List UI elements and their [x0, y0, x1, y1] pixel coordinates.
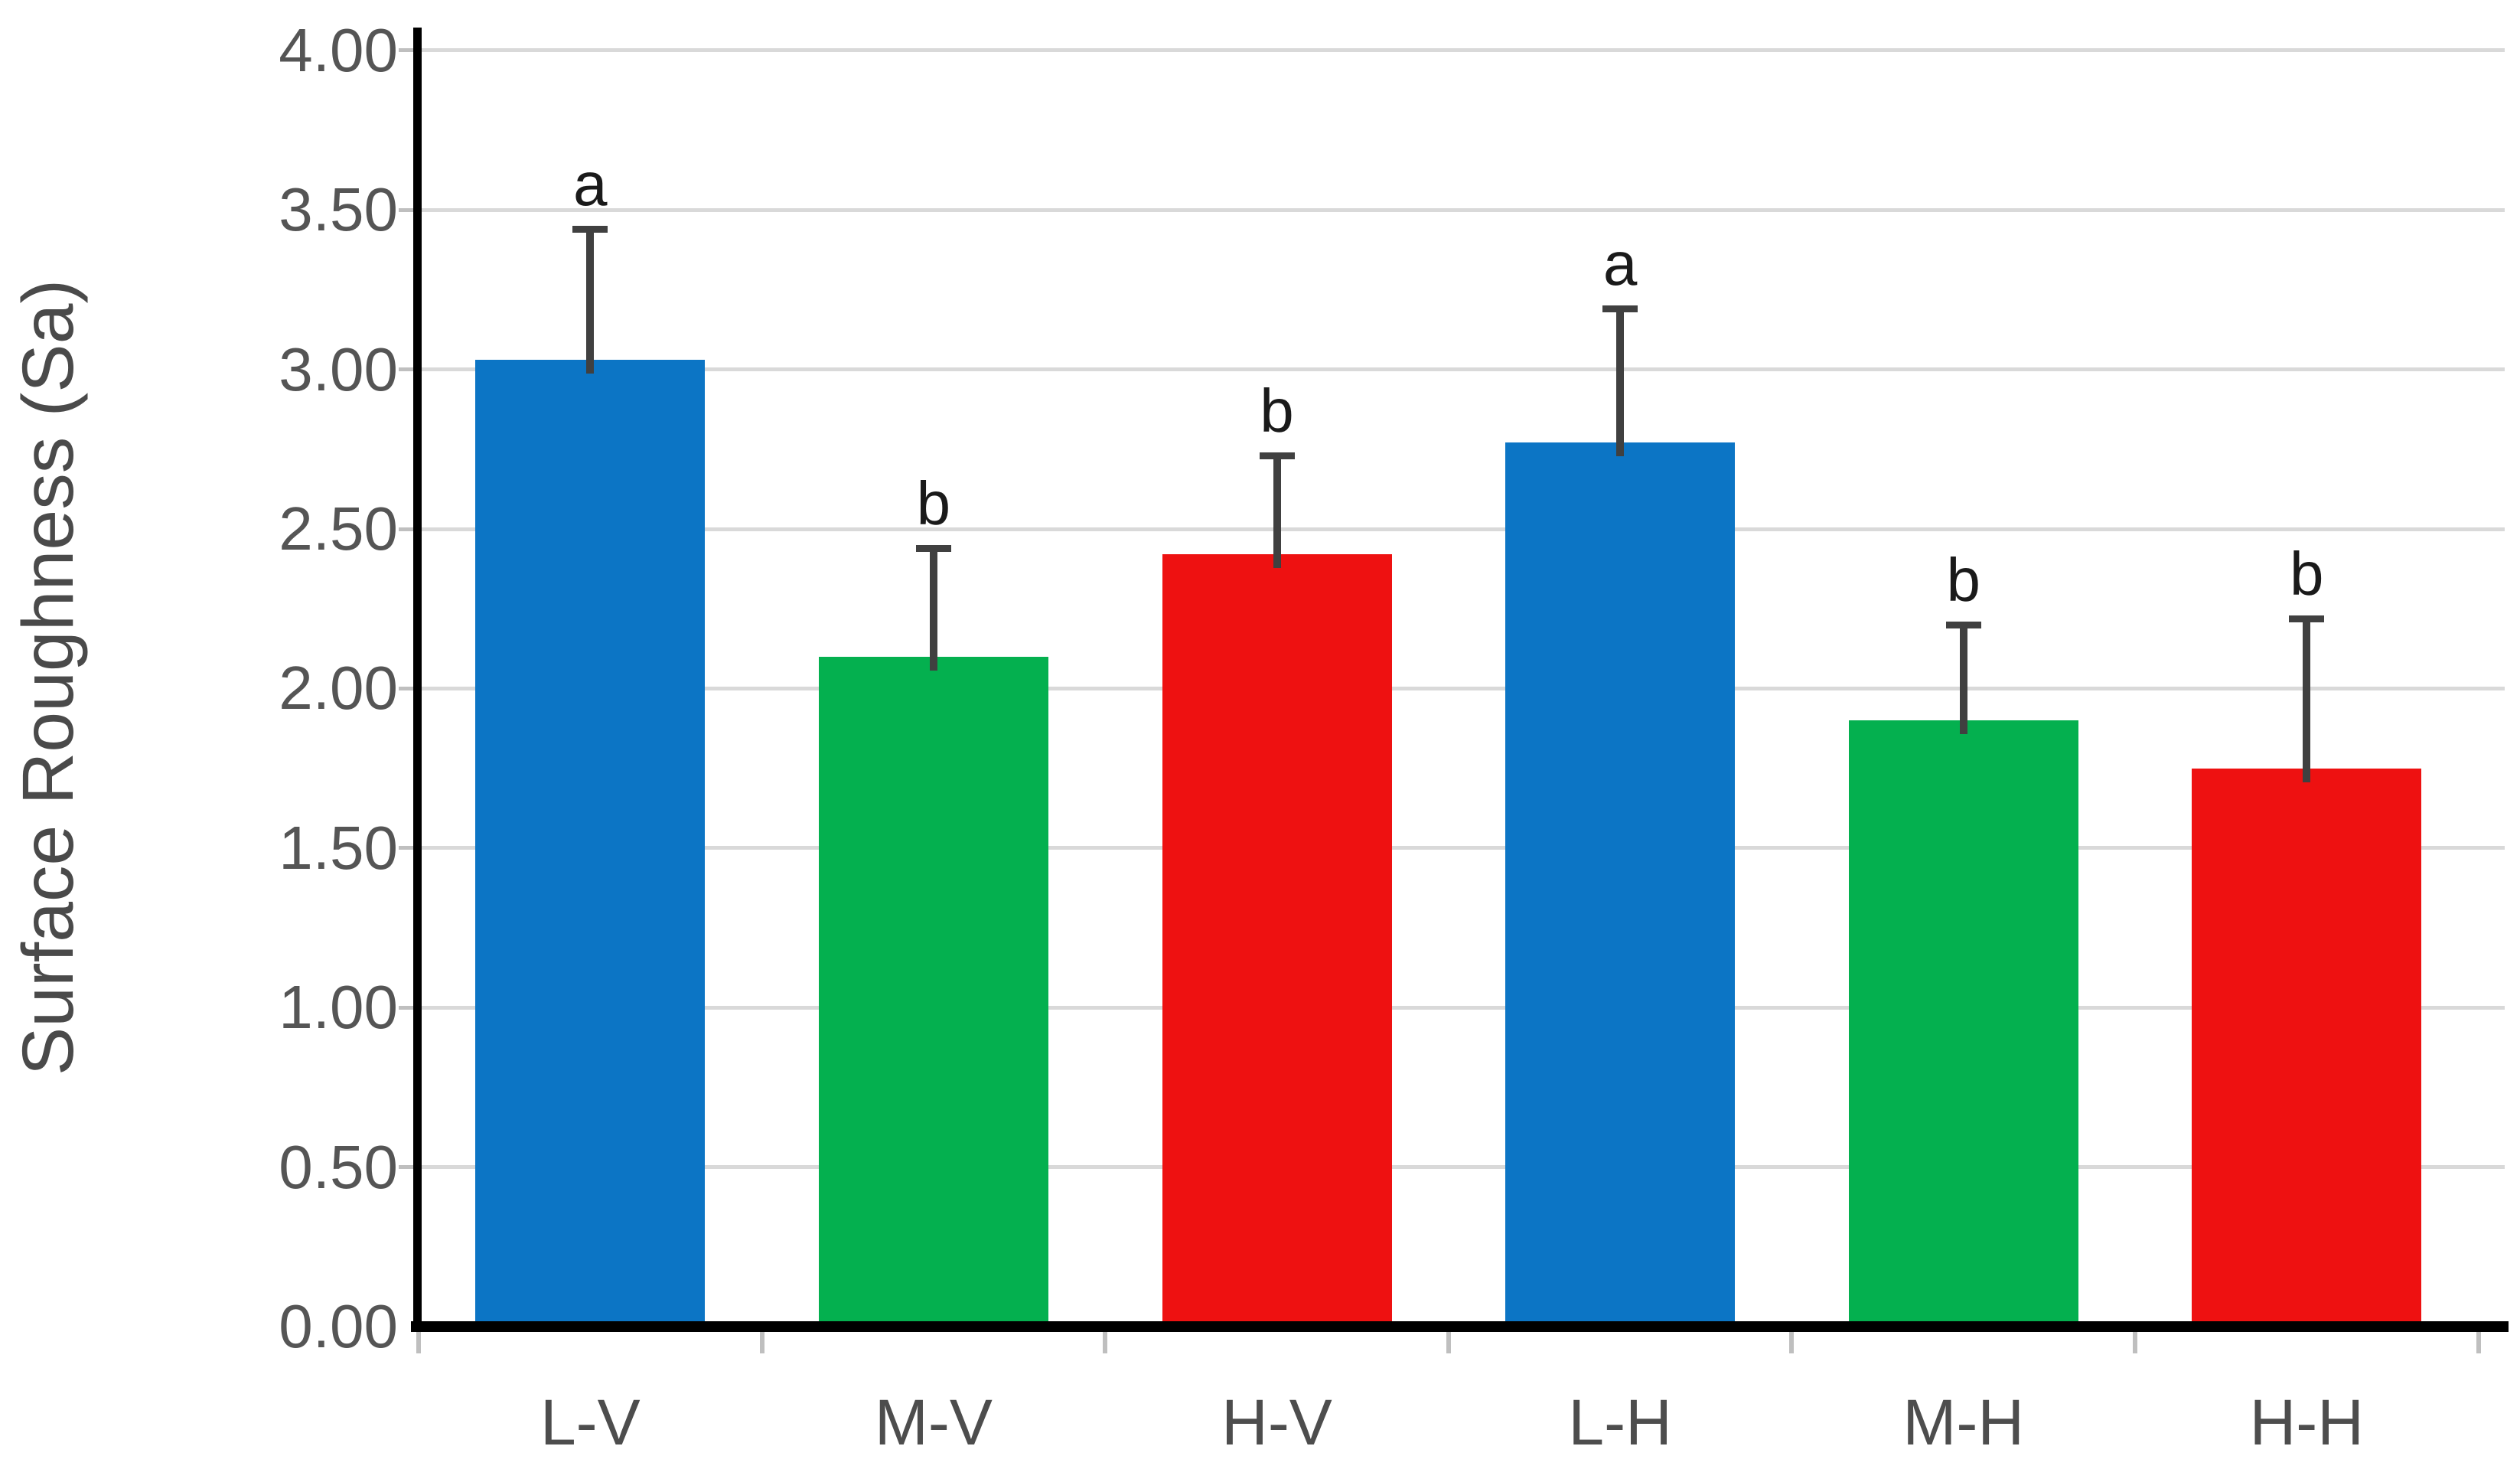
x-category-label: L-V [540, 1386, 641, 1458]
error-bar-line [929, 548, 937, 671]
y-tick-label: 1.50 [279, 813, 398, 882]
gridline [417, 48, 2505, 53]
gridline [417, 846, 2505, 850]
significance-letter: b [1946, 546, 1980, 615]
significance-letter: b [916, 469, 951, 537]
bar-l-h [1505, 442, 1736, 1327]
gridline [417, 367, 2505, 372]
error-bar-line [1616, 308, 1625, 457]
x-axis-tick [2476, 1332, 2481, 1353]
error-bar-line [2303, 618, 2311, 782]
y-tick-label: 0.00 [279, 1292, 398, 1360]
x-axis-tick [1789, 1332, 1795, 1353]
bar-h-v [1162, 554, 1392, 1327]
x-category-label: M-H [1902, 1386, 2024, 1458]
x-axis-tick [1103, 1332, 1108, 1353]
bar-m-h [1848, 720, 2078, 1327]
gridline [417, 207, 2505, 212]
x-category-label: H-H [2249, 1386, 2364, 1458]
x-axis-line [411, 1321, 2509, 1332]
y-axis-tick [399, 527, 417, 531]
y-axis-tick [399, 846, 417, 850]
error-bar-line [1959, 625, 1967, 735]
x-axis-tick [2133, 1332, 2137, 1353]
x-axis-tick [416, 1332, 421, 1353]
error-bar-cap [915, 545, 951, 552]
y-tick-label: 3.00 [279, 335, 398, 403]
y-axis-tick [399, 367, 417, 372]
y-axis-tick [399, 1005, 417, 1010]
y-tick-label: 0.50 [279, 1132, 398, 1201]
bar-l-v [475, 360, 706, 1327]
y-axis-tick [399, 1165, 417, 1170]
x-axis-tick [1446, 1332, 1451, 1353]
error-bar-cap [572, 226, 608, 233]
x-axis-tick [759, 1332, 764, 1353]
y-axis-tick [399, 207, 417, 212]
significance-letter: a [573, 150, 608, 219]
error-bar-cap [1602, 305, 1638, 313]
gridline [417, 1005, 2505, 1010]
y-tick-label: 3.50 [279, 175, 398, 244]
x-category-label: H-V [1221, 1386, 1332, 1458]
gridline [417, 527, 2505, 531]
gridline [417, 1165, 2505, 1170]
significance-letter: b [1260, 377, 1294, 446]
x-category-label: L-H [1568, 1386, 1672, 1458]
bar-m-v [818, 656, 1048, 1327]
error-bar-cap [2289, 615, 2325, 622]
gridline [417, 686, 2505, 690]
y-tick-label: 2.50 [279, 495, 398, 563]
y-axis-tick [399, 48, 417, 53]
error-bar-line [1273, 455, 1281, 569]
y-axis-tick [399, 686, 417, 690]
significance-letter: b [2290, 539, 2324, 608]
significance-letter: a [1602, 230, 1638, 299]
error-bar-cap [1945, 622, 1981, 629]
y-tick-label: 4.00 [279, 15, 398, 84]
y-axis-line [413, 28, 422, 1332]
x-category-label: M-V [874, 1386, 993, 1458]
error-bar-line [586, 229, 595, 374]
y-tick-label: 1.00 [279, 973, 398, 1042]
y-tick-label: 2.00 [279, 654, 398, 723]
bar-h-h [2192, 768, 2422, 1327]
error-bar-cap [1259, 452, 1295, 460]
